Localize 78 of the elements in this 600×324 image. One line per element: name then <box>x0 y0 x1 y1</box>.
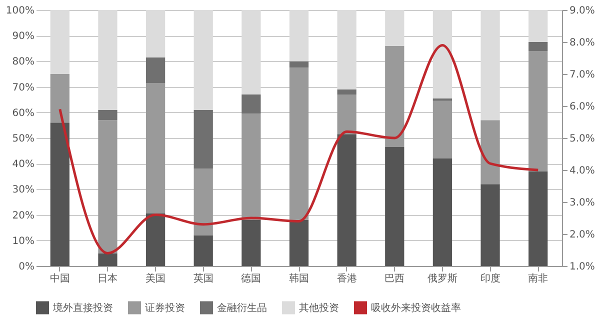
y-tick-label: 10% <box>12 236 34 247</box>
y-tick-label: 50% <box>12 134 34 144</box>
y2-tick-label: 9.0% <box>570 6 595 16</box>
bar <box>98 110 118 120</box>
bar <box>98 120 118 254</box>
y-tick-label: 70% <box>12 82 34 94</box>
y2-tick-label: 4.0% <box>570 166 595 176</box>
bar <box>385 46 404 147</box>
bar <box>242 94 261 114</box>
x-tick-label: 俄罗斯 <box>427 272 458 284</box>
legend-label: 金融衍生品 <box>217 302 267 314</box>
bar <box>432 10 452 98</box>
x-tick-label: 英国 <box>193 272 214 284</box>
y2-tick-label: 1.0% <box>570 262 595 272</box>
bar <box>146 57 166 83</box>
bar <box>480 120 500 184</box>
bar <box>50 122 70 266</box>
y-tick-label: 80% <box>12 56 34 68</box>
bar <box>146 82 166 214</box>
x-tick-label: 印度 <box>480 272 500 284</box>
bar <box>528 171 548 266</box>
bar <box>194 168 213 236</box>
x-tick-label: 美国 <box>146 272 166 284</box>
bar <box>432 100 452 158</box>
bar <box>528 50 548 172</box>
x-tick-label: 巴西 <box>384 274 405 284</box>
bar <box>480 184 500 266</box>
bar <box>289 68 309 220</box>
y2-tick-label: 6.0% <box>570 102 595 112</box>
y2-tick-label: 5.0% <box>570 134 595 144</box>
bar <box>432 98 452 101</box>
legend-label: 境外直接投资 <box>52 302 113 314</box>
y2-tick-label: 3.0% <box>570 198 595 208</box>
bar <box>194 235 213 266</box>
legend-label: 吸收外来投资收益率 <box>371 302 461 314</box>
bar <box>242 114 261 220</box>
x-tick-label: 日本 <box>98 272 118 284</box>
bar <box>528 10 548 42</box>
x-tick-label: 韩国 <box>289 272 309 284</box>
bar <box>480 10 500 120</box>
y2-tick-label: 7.0% <box>570 70 595 80</box>
bar <box>337 89 356 94</box>
bar <box>98 10 118 110</box>
x-tick-label: 南非 <box>528 272 548 284</box>
y2-tick-label: 8.0% <box>570 38 595 48</box>
bar <box>98 253 118 266</box>
bar <box>242 10 261 94</box>
bar <box>50 10 70 74</box>
y-tick-label: 100% <box>6 6 34 16</box>
x-tick-label: 香港 <box>336 272 357 284</box>
bar <box>50 74 70 123</box>
y-tick-label: 40% <box>12 159 34 170</box>
y-tick-label: 90% <box>12 31 34 42</box>
bar <box>337 94 356 134</box>
y2-tick-label: 2.0% <box>570 230 595 240</box>
bar <box>432 158 452 266</box>
y-tick-label: 0% <box>18 262 34 272</box>
bar <box>146 214 166 266</box>
bar <box>194 10 213 110</box>
bar <box>528 42 548 51</box>
bar <box>385 146 404 266</box>
bar <box>242 220 261 266</box>
bar <box>146 10 166 58</box>
x-tick-label: 德国 <box>241 274 262 284</box>
bar <box>337 134 356 266</box>
y-tick-label: 20% <box>12 210 34 222</box>
bar <box>194 110 213 169</box>
bar <box>337 10 356 90</box>
x-tick-label: 中国 <box>50 272 70 284</box>
bar <box>289 220 309 266</box>
line-series <box>58 44 540 254</box>
y-tick-label: 30% <box>12 184 34 196</box>
y-tick-label: 60% <box>12 108 34 119</box>
bar <box>385 10 404 46</box>
bar <box>289 10 309 62</box>
bar <box>289 61 309 68</box>
legend-label: 证券投资 <box>145 302 185 314</box>
legend-label: 其他投资 <box>299 302 339 314</box>
